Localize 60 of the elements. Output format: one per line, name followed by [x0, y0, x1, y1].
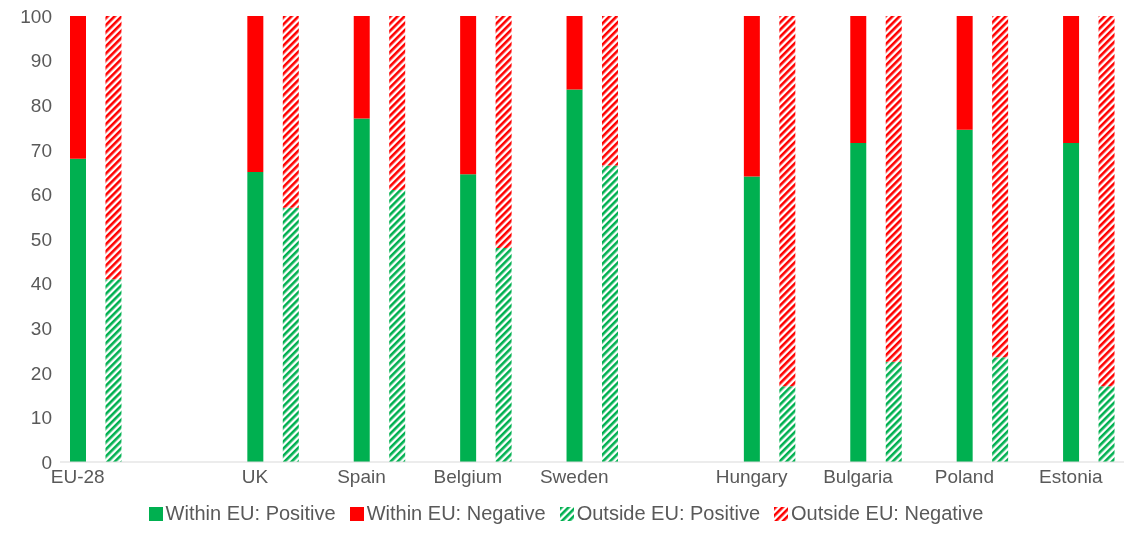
y-tick-label: 0	[41, 451, 52, 473]
bar	[566, 16, 583, 90]
bar	[1098, 386, 1115, 462]
x-tick-label: Hungary	[715, 466, 788, 488]
bar	[495, 247, 512, 462]
bar	[70, 158, 86, 462]
bar	[956, 129, 973, 462]
x-tick-label: Estonia	[1039, 466, 1103, 488]
bar	[247, 172, 264, 462]
bar	[602, 165, 618, 462]
bar	[743, 176, 760, 462]
bar	[1098, 16, 1115, 387]
bar	[992, 357, 1009, 462]
bar	[495, 16, 512, 248]
y-tick-label: 100	[20, 5, 52, 27]
x-tick-label: Poland	[934, 466, 994, 488]
bar	[779, 16, 796, 387]
bar	[282, 16, 299, 208]
legend-label: Outside EU: Negative	[790, 502, 984, 525]
bar	[247, 16, 264, 173]
bar	[743, 16, 760, 177]
x-tick-label: Bulgaria	[823, 466, 894, 488]
y-tick-label: 90	[30, 50, 52, 72]
legend-label: Within EU: Positive	[164, 502, 336, 525]
y-tick-label: 20	[30, 362, 52, 384]
bar	[389, 189, 406, 462]
y-tick-label: 10	[30, 407, 52, 429]
bar	[105, 16, 122, 280]
x-tick-label: Sweden	[539, 466, 609, 488]
bar	[1063, 16, 1080, 144]
bar	[282, 207, 299, 462]
y-tick-label: 30	[30, 317, 52, 339]
bar	[956, 16, 973, 130]
bar	[460, 174, 477, 462]
bar	[566, 89, 583, 462]
y-tick-label: 60	[30, 184, 52, 206]
bar	[850, 143, 867, 462]
x-tick-label: Spain	[337, 466, 386, 488]
bar	[992, 16, 1009, 358]
bar	[1063, 143, 1080, 462]
bar	[850, 16, 867, 144]
legend-label: Within EU: Negative	[365, 502, 546, 525]
bar	[779, 386, 796, 462]
bar	[885, 361, 902, 462]
x-tick-label: UK	[241, 466, 269, 488]
x-tick-label: Belgium	[433, 466, 503, 488]
bar	[885, 16, 902, 362]
y-tick-label: 70	[30, 139, 52, 161]
bar	[70, 16, 86, 159]
bar	[353, 118, 370, 462]
bar	[389, 16, 406, 190]
y-tick-label: 40	[30, 273, 52, 295]
bar	[353, 16, 370, 119]
bar	[105, 279, 122, 462]
y-tick-label: 50	[30, 228, 52, 250]
bar	[460, 16, 477, 175]
x-tick-label: EU-28	[50, 466, 105, 488]
bar	[602, 16, 618, 166]
legend-label: Outside EU: Positive	[575, 502, 761, 525]
y-tick-label: 80	[30, 94, 52, 116]
